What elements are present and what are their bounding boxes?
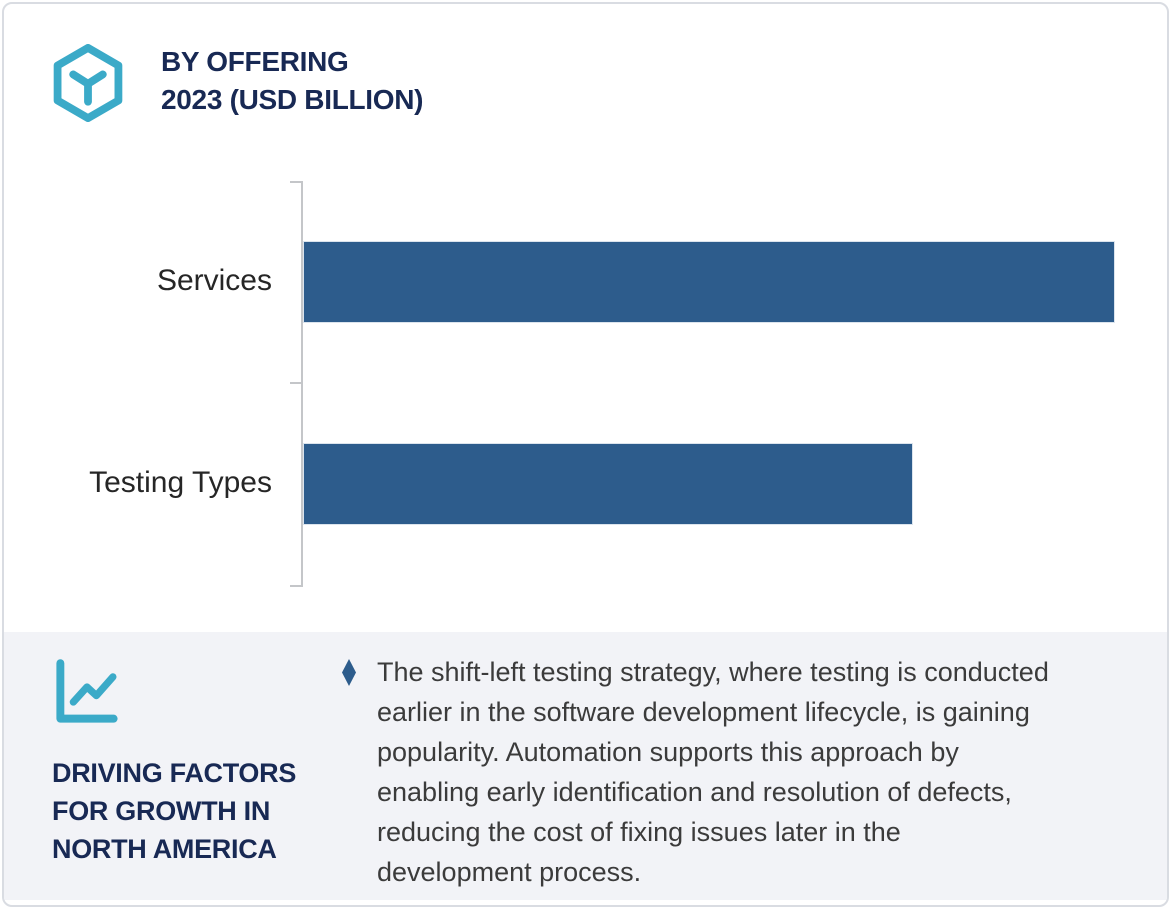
category-label-services: Services xyxy=(156,264,272,297)
bar-testing-types xyxy=(304,444,912,524)
panel-heading: DRIVING FACTORS FOR GROWTH IN NORTH AMER… xyxy=(52,754,296,868)
driving-factors-panel: DRIVING FACTORS FOR GROWTH IN NORTH AMER… xyxy=(4,632,1167,900)
axis-tick xyxy=(290,585,302,587)
chart-title-line1: BY OFFERING xyxy=(161,46,349,77)
axis-tick xyxy=(290,382,302,384)
hexagon-cube-icon xyxy=(53,44,123,122)
bar-services xyxy=(304,242,1114,322)
bullet-text-line: development process. xyxy=(377,857,642,887)
chart-title: BY OFFERING 2023 (USD BILLION) xyxy=(161,43,424,119)
bullet-text-line: enabling early identification and resolu… xyxy=(377,777,1012,807)
bullet-text-line: popularity. Automation supports this app… xyxy=(377,737,959,767)
bullet-text: The shift-left testing strategy, where t… xyxy=(377,652,1049,892)
bullet-text-line: The shift-left testing strategy, where t… xyxy=(377,657,1049,687)
diamond-bullet-icon xyxy=(342,659,356,686)
axis-tick xyxy=(290,181,302,183)
line-chart-icon xyxy=(56,659,118,723)
panel-heading-line1: DRIVING FACTORS xyxy=(52,758,297,788)
chart-title-line2: 2023 (USD BILLION) xyxy=(161,84,424,115)
bullet-text-line: reducing the cost of fixing issues later… xyxy=(377,817,901,847)
bullet-text-line: earlier in the software development life… xyxy=(377,697,1030,727)
panel-heading-line2: FOR GROWTH IN xyxy=(52,796,271,826)
y-axis-line xyxy=(301,181,303,587)
category-label-testing-types: Testing Types xyxy=(89,466,272,499)
panel-heading-line3: NORTH AMERICA xyxy=(52,834,277,864)
